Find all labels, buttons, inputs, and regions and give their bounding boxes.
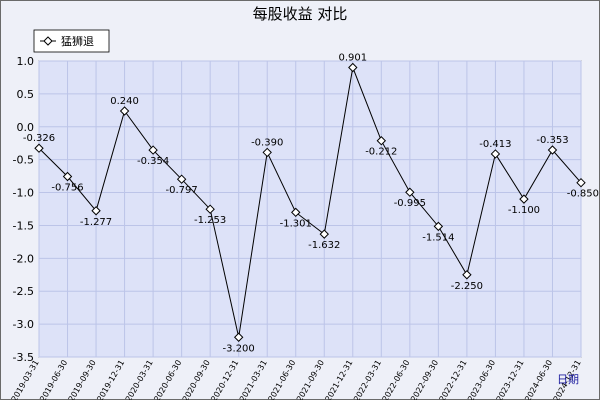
y-tick-label: -1.0: [13, 187, 34, 200]
data-label: -1.632: [308, 240, 340, 251]
data-label: -0.390: [251, 137, 283, 148]
data-label: -1.100: [508, 205, 540, 216]
data-label: -0.756: [51, 183, 83, 194]
data-point: [91, 206, 101, 216]
x-tick-label: 2019-12-31: [95, 359, 126, 400]
data-label: 0.240: [110, 96, 139, 107]
data-label: -0.354: [137, 156, 169, 167]
data-point: [547, 145, 558, 155]
y-axis-ticks: 1.0 0.5 0.0 -0.5 -1.0 -1.5 -2.0 -2.5 -3.0 -3.5: [13, 55, 34, 364]
series-layer: [34, 62, 586, 342]
y-tick-label: -1.5: [13, 219, 34, 232]
x-tick-label: 2021-12-31: [323, 359, 354, 400]
data-point: [119, 106, 130, 116]
x-tick-label: 2022-09-30: [409, 359, 440, 400]
x-tick-label: 2021-03-31: [238, 359, 269, 400]
data-point: [376, 136, 387, 146]
data-point: [405, 187, 415, 197]
data-label: -0.995: [394, 198, 426, 209]
x-tick-label: 2023-06-30: [466, 358, 497, 400]
data-label: -1.253: [194, 215, 226, 226]
x-tick-label: 2022-06-30: [381, 359, 412, 400]
data-label: -0.326: [23, 133, 55, 144]
data-point: [148, 145, 158, 155]
x-tick-label: 2019-06-30: [38, 359, 69, 400]
data-point: [176, 174, 187, 184]
y-tick-label: 1.0: [17, 55, 35, 68]
legend-box: [33, 29, 110, 53]
data-point: [205, 204, 215, 214]
grid-lines: [38, 60, 582, 358]
legend: 猛狮退: [33, 29, 110, 53]
x-tick-label: 2020-09-30: [181, 359, 212, 400]
y-tick-label: -2.0: [13, 252, 34, 265]
y-tick-label: -2.5: [13, 285, 34, 298]
y-tick-label: 0.5: [17, 88, 35, 101]
data-label: 0.901: [338, 53, 367, 64]
data-point: [519, 194, 529, 204]
data-label: -0.212: [365, 147, 397, 158]
data-point: [319, 229, 329, 239]
data-point: [262, 147, 272, 158]
y-tick-label: -3.0: [13, 318, 34, 331]
legend-label: 猛狮退: [61, 35, 94, 48]
x-tick-label: 2022-12-31: [438, 359, 469, 400]
x-axis-ticks: 2019-03-312019-06-302019-09-302019-12-31…: [10, 358, 583, 400]
legend-marker-icon: [43, 36, 53, 46]
x-tick-label: 2021-06-30: [266, 359, 297, 400]
y-tick-label: 0.0: [17, 121, 35, 134]
data-label: -0.353: [536, 135, 568, 146]
x-tick-label: 2020-12-31: [209, 359, 240, 400]
series-line: [38, 65, 582, 338]
x-axis-corner-label: 日期: [557, 373, 579, 386]
x-tick-label: 2019-03-31: [10, 359, 41, 400]
x-tick-label: 2020-03-31: [124, 359, 155, 400]
y-tick-label: -3.5: [13, 351, 34, 364]
x-tick-label: 2023-12-31: [495, 359, 526, 400]
data-point: [433, 221, 444, 232]
data-label: -3.200: [223, 343, 255, 354]
x-tick-label: 2021-09-30: [295, 359, 326, 400]
data-label: -1.301: [280, 218, 312, 229]
data-label: -0.413: [479, 139, 511, 150]
data-label: -1.514: [422, 232, 454, 243]
data-point: [62, 171, 73, 182]
data-point: [348, 62, 358, 73]
plot-area: [38, 60, 582, 358]
data-point: [576, 177, 586, 188]
x-tick-label: 2024-06-30: [523, 359, 554, 400]
x-tick-label: 2019-09-30: [67, 359, 98, 400]
x-tick-label: 2022-03-31: [352, 359, 383, 400]
data-point: [490, 149, 501, 159]
data-point: [233, 332, 244, 342]
y-tick-label: -0.5: [13, 154, 34, 167]
data-point: [291, 207, 301, 218]
data-label: -0.850: [567, 189, 599, 200]
data-label: -1.277: [80, 217, 112, 228]
data-label: -0.797: [166, 185, 198, 196]
data-point: [34, 143, 44, 153]
chart-title: 每股收益 对比: [253, 5, 348, 23]
x-tick-label: 2020-06-30: [152, 359, 183, 400]
data-point: [462, 270, 472, 280]
data-label: -2.250: [451, 281, 483, 292]
data-labels: -0.326 -0.756 -1.277 0.240 -0.354 -0.797 -1.25…: [23, 53, 599, 355]
